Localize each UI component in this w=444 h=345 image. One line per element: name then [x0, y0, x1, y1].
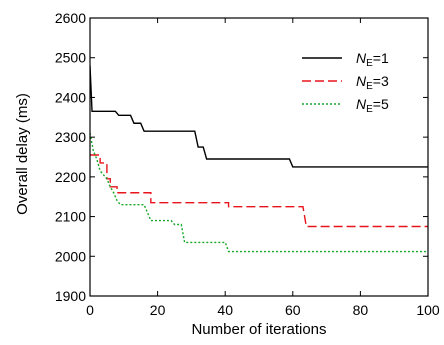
y-tick-label: 2400 — [55, 89, 86, 105]
series-line-1 — [90, 65, 428, 168]
legend-label-1: NE=1 — [356, 50, 389, 69]
y-tick-label: 2500 — [55, 50, 86, 66]
y-tick-label: 2100 — [55, 209, 86, 225]
legend-subscript: E — [366, 81, 373, 92]
y-tick-label: 2000 — [55, 248, 86, 264]
x-tick-label: 100 — [416, 302, 440, 318]
y-axis-label: Overall delay (ms) — [14, 93, 31, 215]
plot-frame — [89, 17, 429, 297]
x-tick-label: 40 — [217, 302, 233, 318]
x-axis-label: Number of iterations — [191, 321, 326, 338]
legend-label-2: NE=3 — [356, 73, 389, 92]
x-tick-label: 0 — [86, 302, 94, 318]
x-tick-label: 20 — [150, 302, 166, 318]
legend-subscript: E — [366, 104, 373, 115]
legend-symbol: N — [356, 50, 367, 66]
x-tick-label: 80 — [353, 302, 369, 318]
y-tick-label: 2300 — [55, 129, 86, 145]
series-line-2 — [90, 154, 428, 228]
legend-subscript: E — [366, 58, 373, 69]
legend-value: =3 — [373, 73, 389, 89]
y-tick-label: 2200 — [55, 169, 86, 185]
legend-value: =5 — [373, 96, 389, 112]
x-tick-label: 60 — [285, 302, 301, 318]
series-line-3 — [90, 133, 428, 253]
y-tick-label: 1900 — [55, 288, 86, 304]
legend-symbol: N — [356, 73, 367, 89]
legend-value: =1 — [373, 50, 389, 66]
legend-label-3: NE=5 — [356, 96, 389, 115]
y-tick-label: 2600 — [55, 10, 86, 26]
legend-symbol: N — [356, 96, 367, 112]
